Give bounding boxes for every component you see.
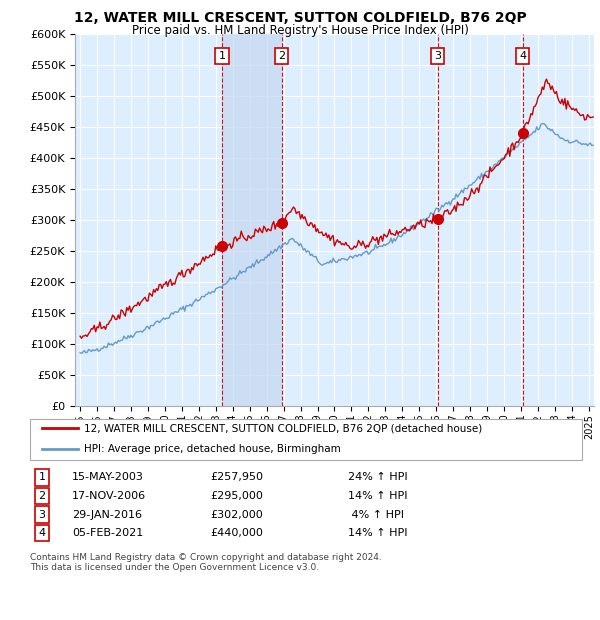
Text: 29-JAN-2016: 29-JAN-2016 <box>72 510 142 520</box>
Text: £295,000: £295,000 <box>210 491 263 501</box>
Bar <box>222 34 281 406</box>
Text: Price paid vs. HM Land Registry's House Price Index (HPI): Price paid vs. HM Land Registry's House … <box>131 24 469 37</box>
Text: 3: 3 <box>38 510 46 520</box>
Text: 15-MAY-2003: 15-MAY-2003 <box>72 472 144 482</box>
Text: 05-FEB-2021: 05-FEB-2021 <box>72 528 143 538</box>
Text: 24% ↑ HPI: 24% ↑ HPI <box>348 472 407 482</box>
Text: Contains HM Land Registry data © Crown copyright and database right 2024.
This d: Contains HM Land Registry data © Crown c… <box>30 553 382 572</box>
Text: 3: 3 <box>434 51 441 61</box>
Text: £257,950: £257,950 <box>210 472 263 482</box>
Text: 12, WATER MILL CRESCENT, SUTTON COLDFIELD, B76 2QP (detached house): 12, WATER MILL CRESCENT, SUTTON COLDFIEL… <box>84 423 482 433</box>
Text: £440,000: £440,000 <box>210 528 263 538</box>
Text: 17-NOV-2006: 17-NOV-2006 <box>72 491 146 501</box>
Text: 2: 2 <box>278 51 285 61</box>
Text: 14% ↑ HPI: 14% ↑ HPI <box>348 491 407 501</box>
Text: 1: 1 <box>38 472 46 482</box>
Text: HPI: Average price, detached house, Birmingham: HPI: Average price, detached house, Birm… <box>84 443 341 454</box>
Text: 12, WATER MILL CRESCENT, SUTTON COLDFIELD, B76 2QP: 12, WATER MILL CRESCENT, SUTTON COLDFIEL… <box>74 11 526 25</box>
Text: 4% ↑ HPI: 4% ↑ HPI <box>348 510 404 520</box>
Text: 14% ↑ HPI: 14% ↑ HPI <box>348 528 407 538</box>
Text: 4: 4 <box>38 528 46 538</box>
Text: £302,000: £302,000 <box>210 510 263 520</box>
Text: 1: 1 <box>218 51 226 61</box>
Text: 2: 2 <box>38 491 46 501</box>
Text: 4: 4 <box>519 51 526 61</box>
